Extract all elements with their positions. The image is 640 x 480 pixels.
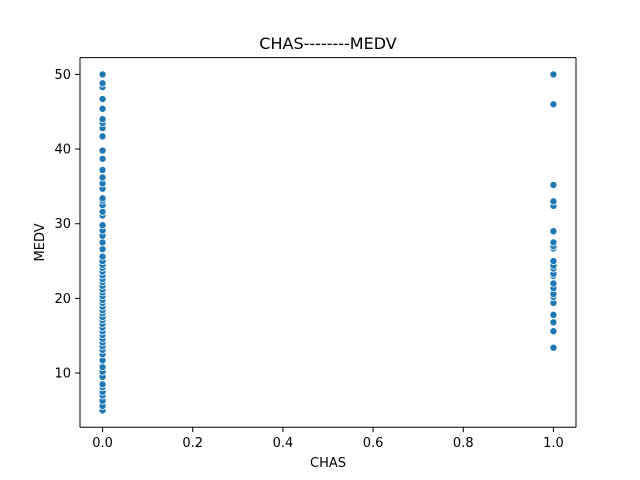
data-point	[98, 70, 107, 79]
y-tick-label: 40	[54, 143, 71, 158]
data-point	[549, 238, 558, 247]
x-axis-label: CHAS	[310, 456, 346, 471]
axes	[79, 57, 577, 428]
x-tick-label: 0.2	[182, 436, 203, 451]
data-point	[98, 104, 107, 113]
x-tick-label: 0.4	[273, 436, 294, 451]
y-axis-ticks: 10 20 30 40 50	[54, 68, 80, 382]
y-tick-label: 10	[54, 367, 71, 382]
data-point	[549, 100, 558, 109]
data-point	[98, 194, 107, 203]
x-tick-label: 0.6	[363, 436, 384, 451]
data-point	[98, 146, 107, 155]
y-tick-label: 30	[54, 217, 71, 232]
x-tick-label: 0.8	[453, 436, 474, 451]
y-tick-label: 50	[54, 68, 71, 83]
data-point	[98, 132, 107, 141]
data-point	[98, 79, 107, 88]
data-point	[549, 257, 558, 266]
data-points	[98, 70, 558, 415]
data-point	[98, 221, 107, 230]
data-point	[549, 318, 558, 327]
data-point	[549, 279, 558, 288]
data-point	[549, 180, 558, 189]
data-point	[549, 327, 558, 336]
data-point	[98, 245, 107, 254]
data-point	[98, 165, 107, 174]
data-point	[98, 380, 107, 389]
y-axis-label: MEDV	[33, 223, 48, 261]
data-point	[549, 197, 558, 206]
data-point	[549, 310, 558, 319]
data-point	[98, 115, 107, 124]
data-point	[549, 227, 558, 236]
y-tick-label: 20	[54, 292, 71, 307]
data-point	[98, 252, 107, 261]
data-point	[98, 207, 107, 216]
plot-area	[80, 57, 576, 428]
x-axis-ticks: 0.0 0.2 0.4 0.6 0.8 1.0	[92, 427, 564, 451]
chart-title: CHAS--------MEDV	[259, 34, 396, 53]
data-point	[98, 95, 107, 104]
data-point	[98, 238, 107, 247]
data-point	[98, 173, 107, 182]
x-tick-label: 1.0	[543, 436, 564, 451]
data-point	[98, 363, 107, 372]
x-tick-label: 0.0	[92, 436, 113, 451]
data-point	[98, 154, 107, 163]
data-point	[549, 343, 558, 352]
data-point	[549, 70, 558, 79]
